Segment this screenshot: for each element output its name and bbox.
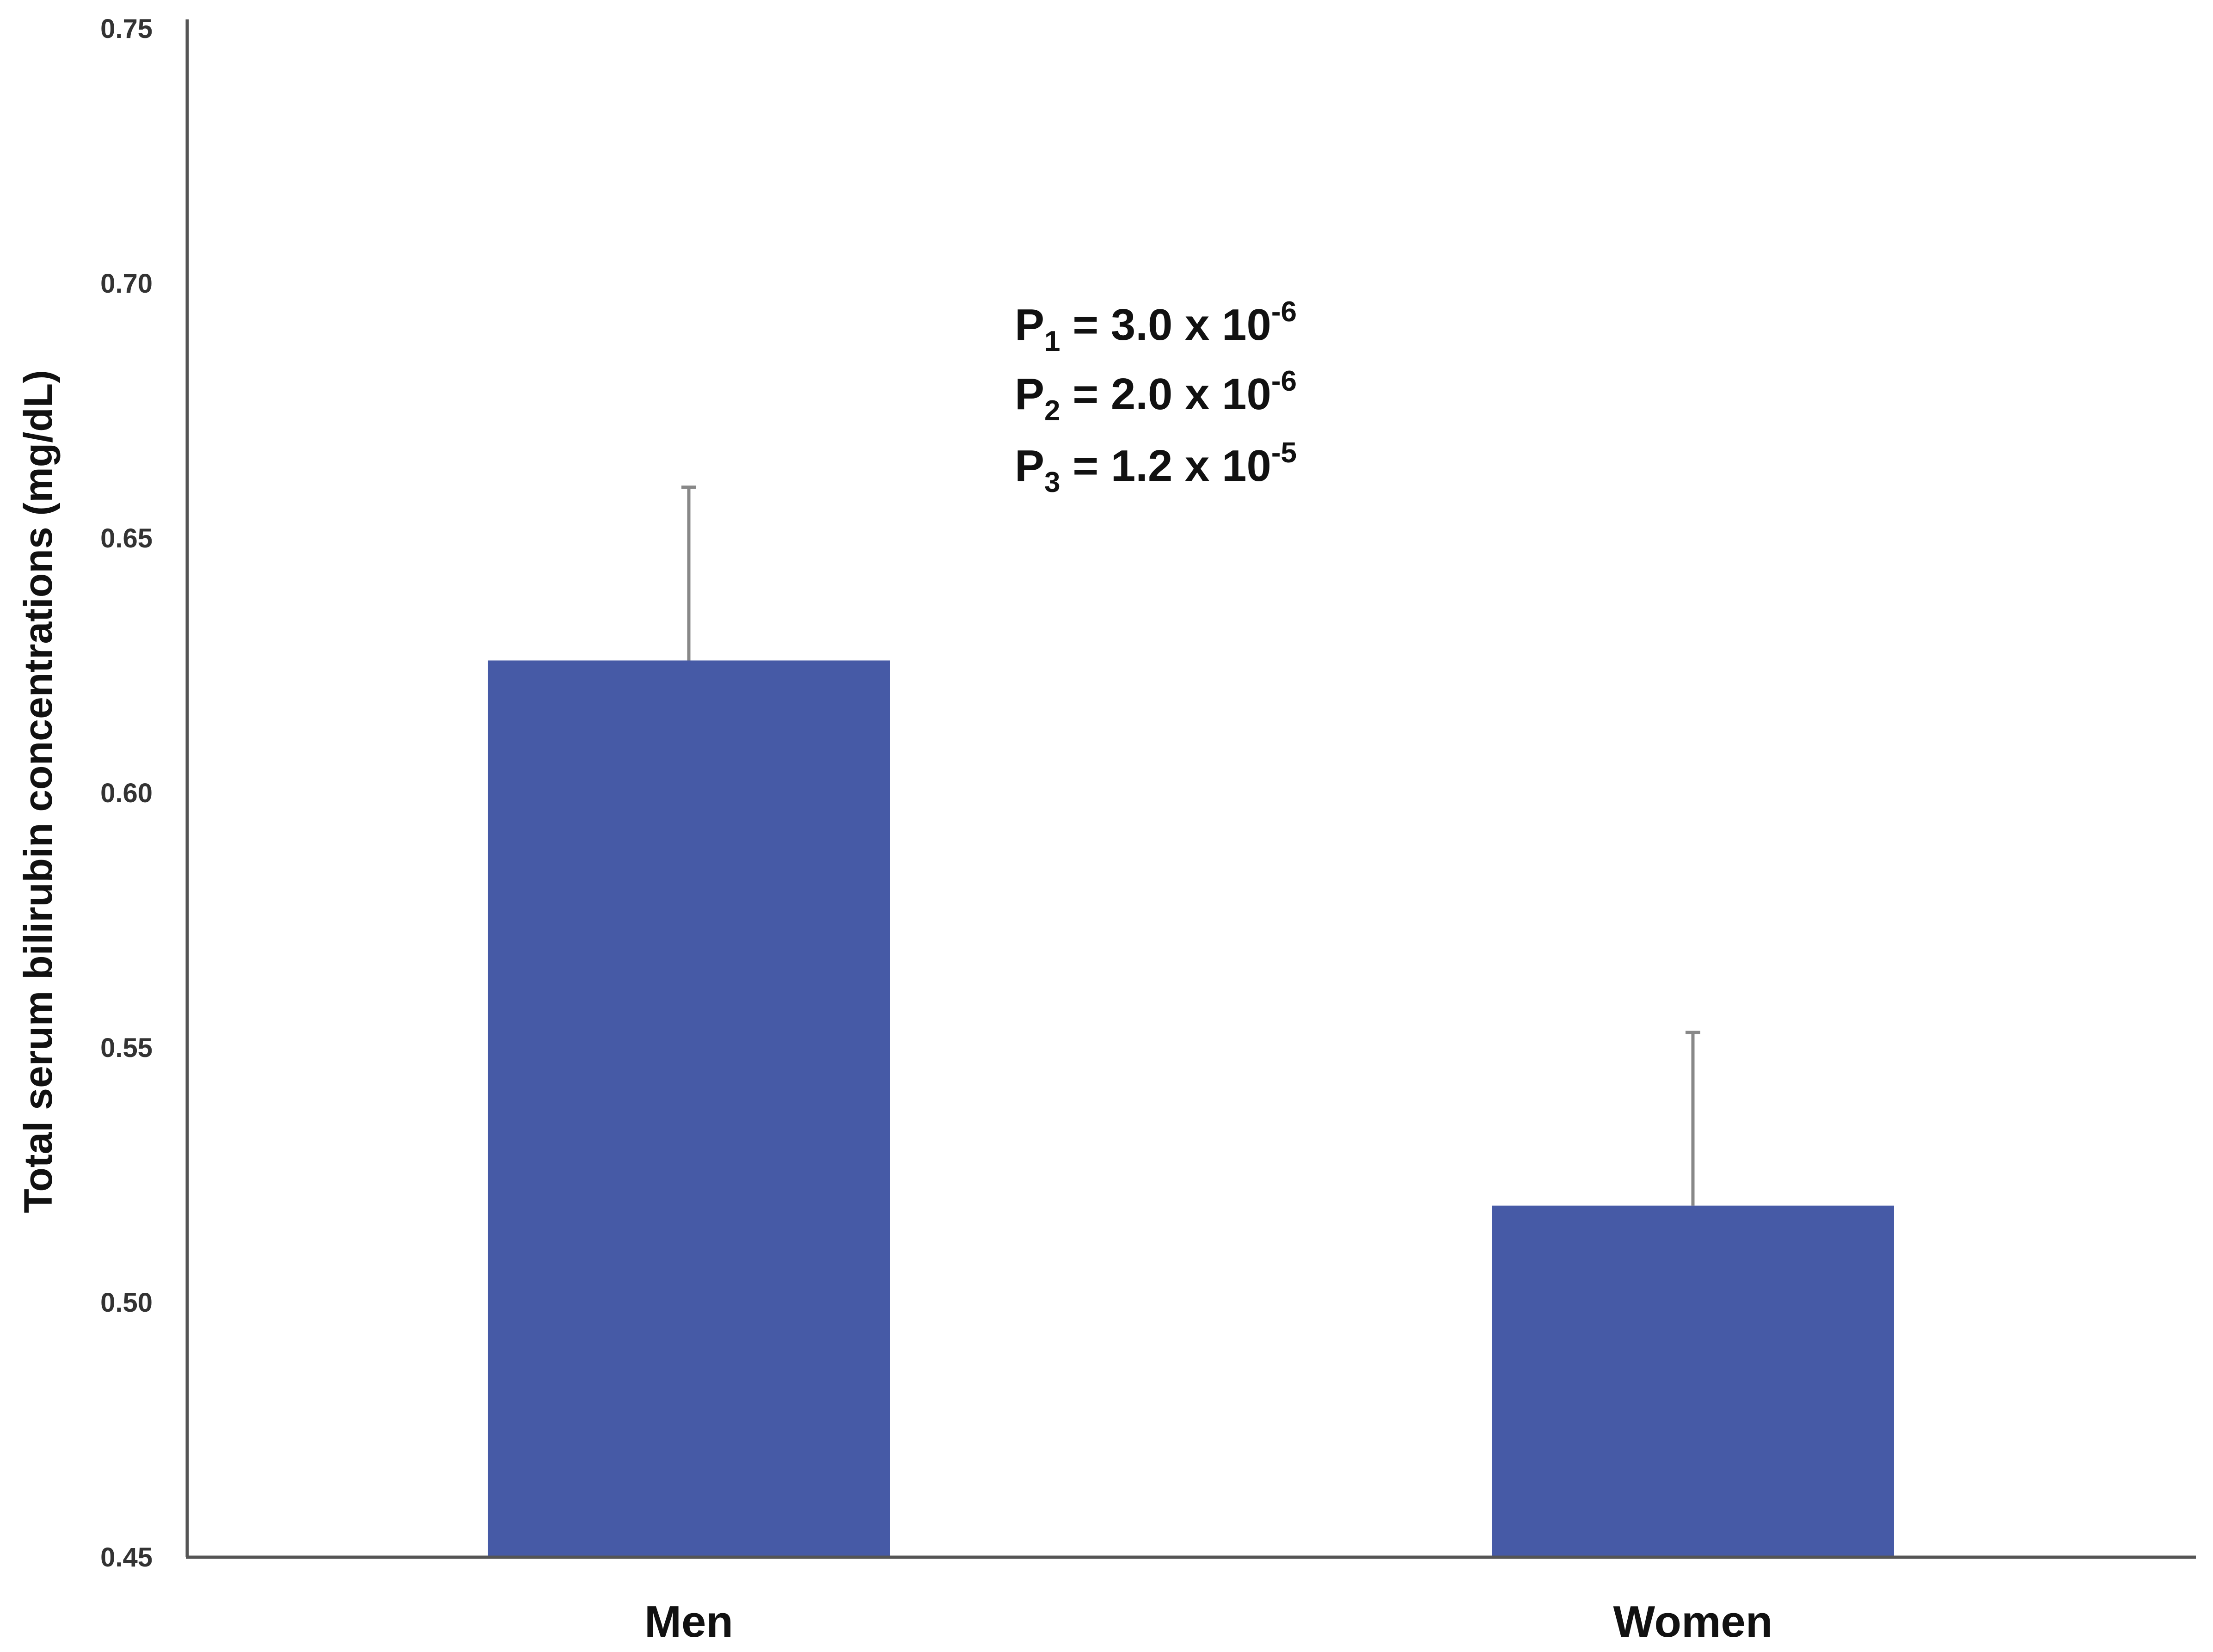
p-value-text: = 3.0 x 10 xyxy=(1061,300,1271,350)
error-bar-men xyxy=(681,485,696,661)
error-bars-layer xyxy=(681,485,1700,1206)
y-tick-label: 0.70 xyxy=(100,269,153,299)
p-value-annotation: P1 = 3.0 x 10-6 xyxy=(1015,296,1297,357)
p-exponent: -5 xyxy=(1271,437,1297,469)
y-tick-label: 0.60 xyxy=(100,778,153,808)
p-subscript: 1 xyxy=(1044,325,1060,357)
p-symbol: P xyxy=(1015,300,1044,350)
x-category-label: Men xyxy=(644,1597,733,1646)
y-tick-label: 0.50 xyxy=(100,1288,153,1318)
p-subscript: 3 xyxy=(1044,467,1060,498)
y-tick-label: 0.55 xyxy=(100,1033,153,1063)
bar-men xyxy=(488,660,890,1557)
y-tick-label: 0.75 xyxy=(100,14,153,44)
p-exponent: -6 xyxy=(1271,365,1297,397)
p-exponent: -6 xyxy=(1271,296,1297,328)
p-value-annotation: P3 = 1.2 x 10-5 xyxy=(1015,437,1297,498)
x-category-label: Women xyxy=(1613,1597,1773,1646)
p-subscript: 2 xyxy=(1044,395,1060,427)
y-tick-labels: 0.45 0.50 0.55 0.60 0.65 0.70 0.75 xyxy=(100,14,153,1572)
error-bar-women xyxy=(1686,1031,1700,1206)
y-tick-label: 0.65 xyxy=(100,523,153,553)
y-axis-title: Total serum bilirubin concentrations (mg… xyxy=(16,370,61,1213)
bar-women xyxy=(1492,1205,1894,1557)
p-value-annotations: P1 = 3.0 x 10-6P2 = 2.0 x 10-6P3 = 1.2 x… xyxy=(1015,296,1297,498)
bars-layer xyxy=(488,660,1894,1557)
p-symbol: P xyxy=(1015,441,1044,491)
x-category-labels: Men Women xyxy=(644,1597,1772,1646)
y-tick-label: 0.45 xyxy=(100,1542,153,1572)
p-value-text: = 1.2 x 10 xyxy=(1061,441,1271,491)
p-value-text: = 2.0 x 10 xyxy=(1061,369,1271,419)
p-value-annotation: P2 = 2.0 x 10-6 xyxy=(1015,365,1297,427)
p-symbol: P xyxy=(1015,369,1044,419)
